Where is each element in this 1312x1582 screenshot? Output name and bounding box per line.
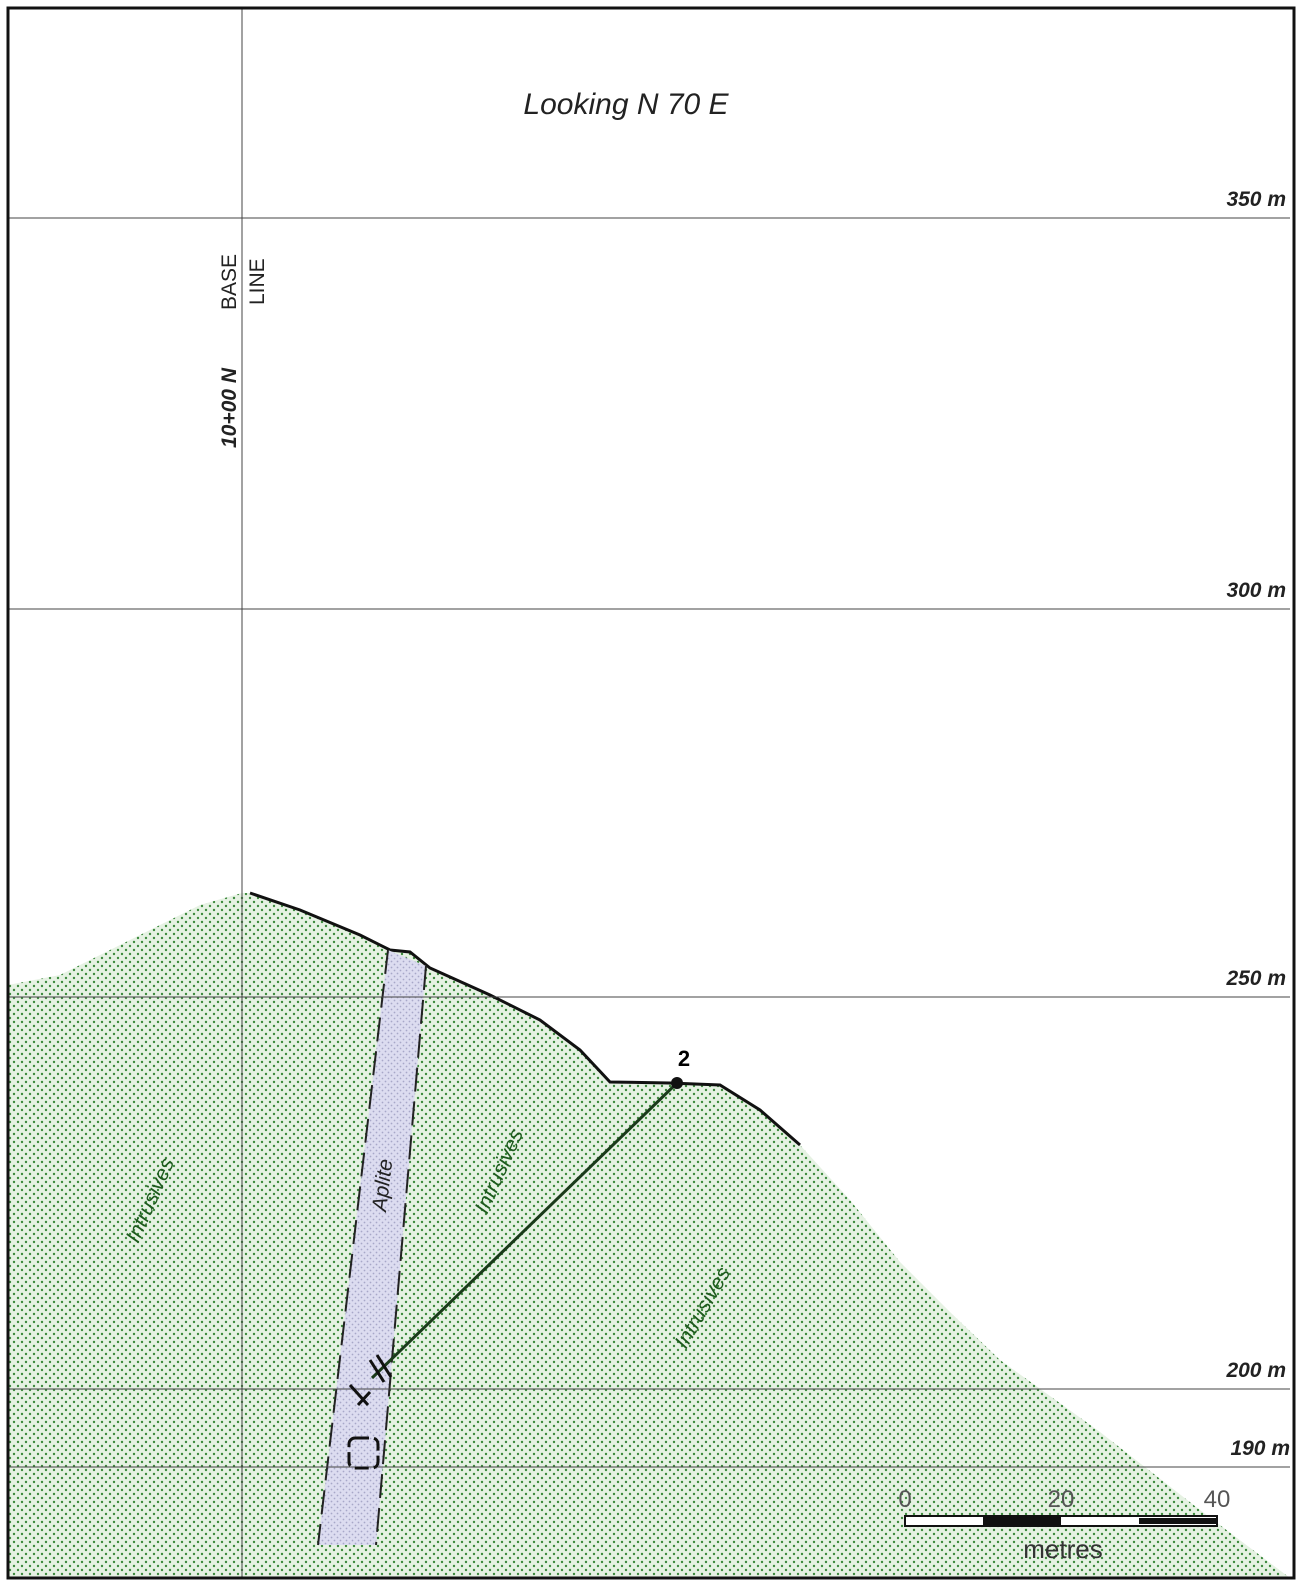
elevation-label: 300 m — [1226, 579, 1286, 602]
elevation-label: 190 m — [1230, 1437, 1290, 1460]
drill-hole-label: 2 — [678, 1046, 690, 1071]
intrusive-body — [8, 893, 1290, 1578]
elevation-label: 250 m — [1225, 967, 1286, 990]
drill-collar — [671, 1077, 683, 1089]
scale-unit: metres — [1023, 1534, 1102, 1564]
elevation-label: 350 m — [1226, 188, 1286, 211]
baseline-label: BASE — [218, 254, 241, 310]
scale-tick-label: 20 — [1048, 1486, 1075, 1513]
elevation-label: 200 m — [1225, 1359, 1286, 1382]
baseline-label: LINE — [246, 258, 269, 305]
scale-tick-label: 40 — [1204, 1486, 1231, 1513]
title: Looking N 70 E — [523, 88, 729, 121]
cross-section: 2 Looking N 70 E 350 m 300 m 250 m 200 m… — [0, 0, 1312, 1582]
station-label: 10+00 N — [218, 367, 241, 448]
scale-tick-label: 0 — [898, 1486, 911, 1513]
